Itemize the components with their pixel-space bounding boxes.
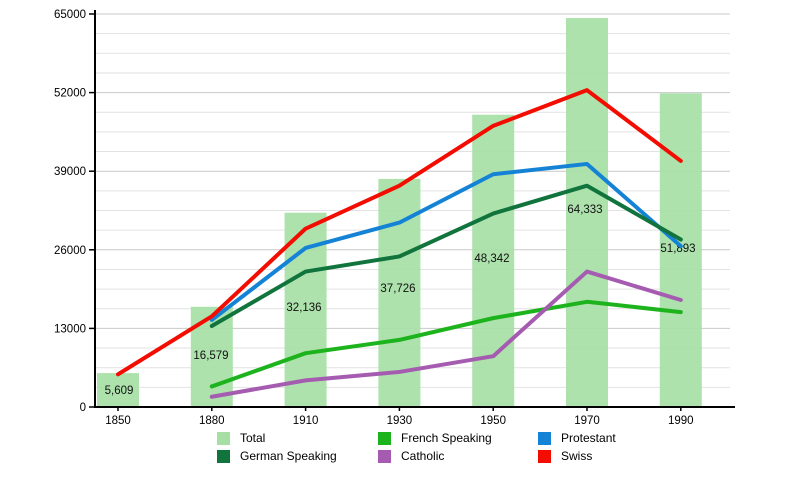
french-speaking-swatch xyxy=(378,431,391,445)
legend-label: German Speaking xyxy=(240,449,337,463)
x-tick-label: 1910 xyxy=(293,415,319,427)
bar-value-label: 64,333 xyxy=(567,204,602,216)
legend-item-total: Total xyxy=(217,431,265,445)
y-tick-label: 65000 xyxy=(54,9,86,21)
x-tick-label: 1930 xyxy=(387,415,413,427)
total-bar xyxy=(566,18,608,408)
protestant-line xyxy=(209,161,683,322)
bar-value-label: 48,342 xyxy=(474,253,509,265)
y-tick-label: 26000 xyxy=(54,245,86,257)
y-tick-label: 39000 xyxy=(54,166,86,178)
legend-label: Total xyxy=(240,431,266,445)
total-swatch xyxy=(217,431,230,445)
y-tick-label: 13000 xyxy=(54,323,86,335)
legend-label: Swiss xyxy=(561,449,593,463)
y-tick-label: 0 xyxy=(80,402,86,414)
catholic-line xyxy=(209,269,683,399)
german-speaking-swatch xyxy=(217,449,230,463)
french-speaking-line xyxy=(209,299,683,389)
bar-value-label: 32,136 xyxy=(286,302,321,314)
bar-value-label: 37,726 xyxy=(380,283,415,295)
swiss-line xyxy=(116,88,683,377)
x-tick-label: 1880 xyxy=(199,415,225,427)
german-speaking-line xyxy=(209,183,683,328)
legend-item-swiss: Swiss xyxy=(538,449,592,463)
legend-item-german-speaking: German Speaking xyxy=(217,449,337,463)
x-tick-label: 1970 xyxy=(574,415,600,427)
x-tick-label: 1950 xyxy=(480,415,506,427)
legend-label: Catholic xyxy=(401,449,445,463)
y-tick-label: 52000 xyxy=(54,88,86,100)
bar-value-label: 51,893 xyxy=(660,243,695,255)
legend-label: Protestant xyxy=(561,431,616,445)
x-tick-label: 1850 xyxy=(105,415,131,427)
legend-item-french-speaking: French Speaking xyxy=(378,431,492,445)
chart-legend: Total French Speaking Protestant German … xyxy=(0,0,800,463)
protestant-swatch xyxy=(538,431,551,445)
legend-item-protestant: Protestant xyxy=(538,431,616,445)
swiss-swatch xyxy=(538,449,551,463)
legend-label: French Speaking xyxy=(401,431,492,445)
catholic-swatch xyxy=(378,449,391,463)
x-tick-label: 1990 xyxy=(668,415,694,427)
total-bar xyxy=(97,373,139,407)
total-bar xyxy=(659,93,702,407)
bar-value-label: 16,579 xyxy=(193,350,228,362)
bar-value-label: 5,609 xyxy=(105,385,134,397)
legend-item-catholic: Catholic xyxy=(378,449,444,463)
